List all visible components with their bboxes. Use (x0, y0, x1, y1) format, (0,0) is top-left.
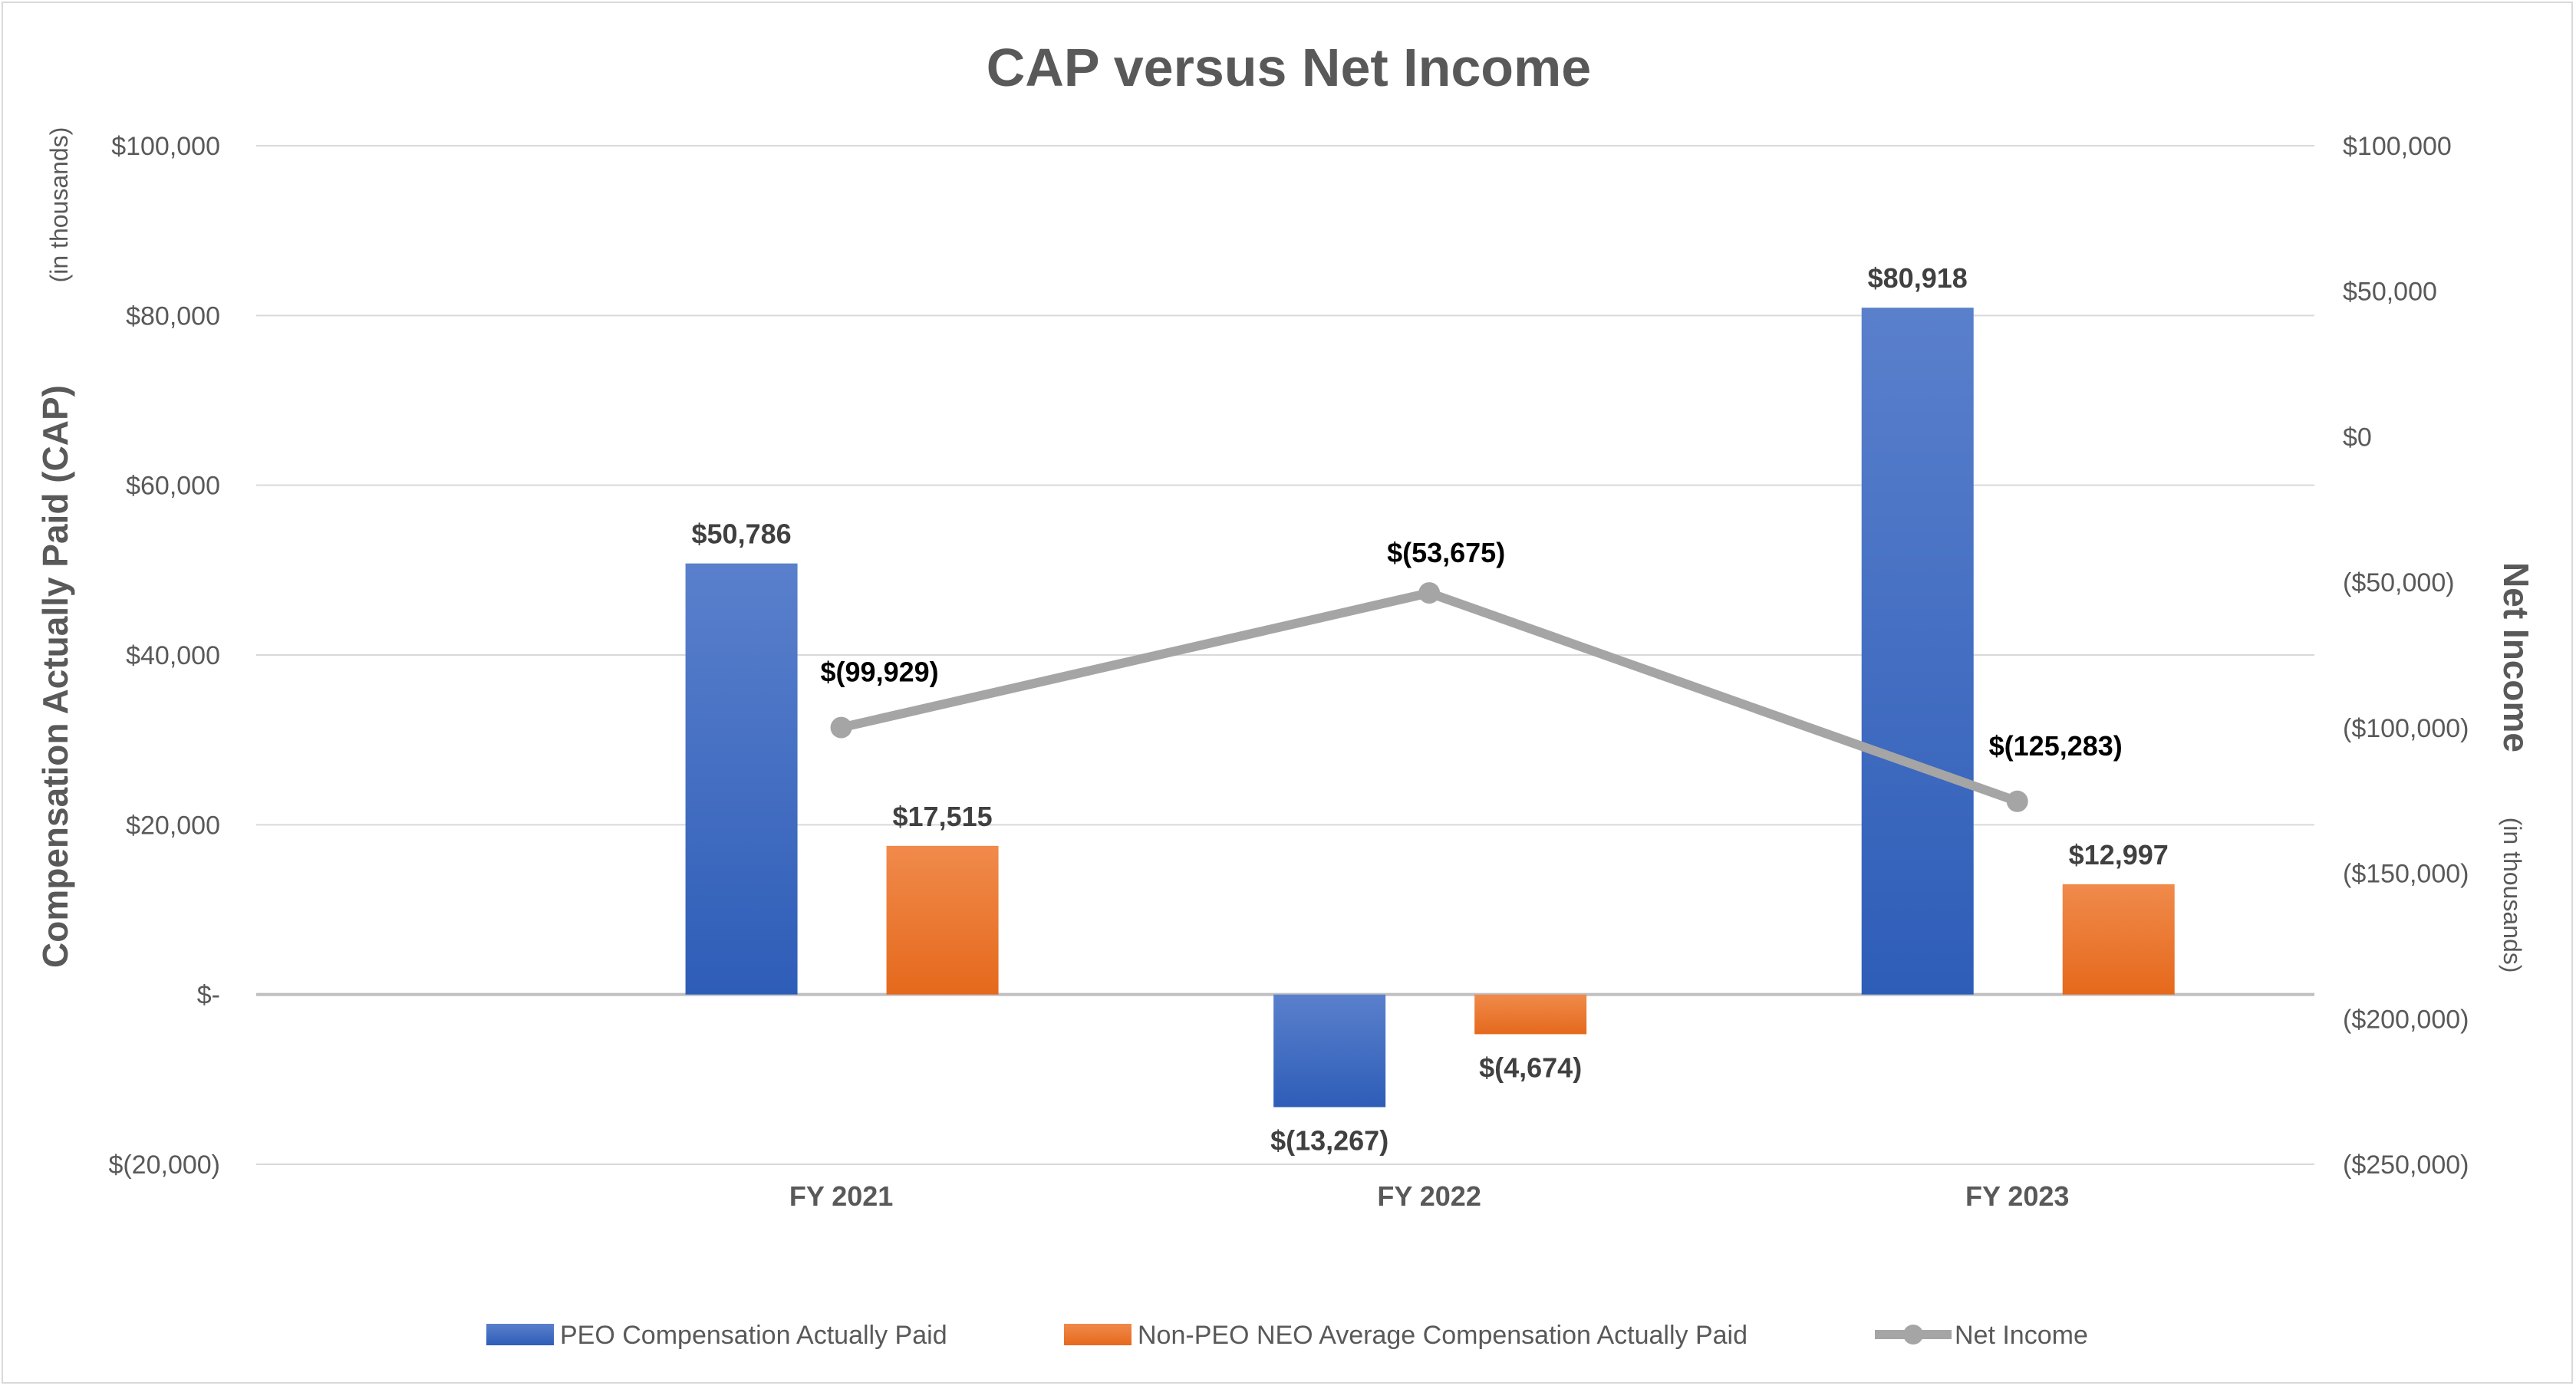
peo-bar (1861, 308, 1974, 995)
y-axis-right-unit: (in thousands) (2499, 818, 2526, 973)
y-right-tick-label: $0 (2343, 423, 2372, 452)
y-right-tick-label: ($250,000) (2343, 1150, 2469, 1180)
peo-bar (685, 563, 798, 995)
x-tick-label: FY 2023 (1965, 1180, 2069, 1212)
data-label: $(13,267) (1270, 1124, 1388, 1156)
y-right-tick-label: ($100,000) (2343, 714, 2469, 743)
chart: CAP versus Net Income $100,000 $80,000 $60… (35, 38, 2536, 1350)
net-income-point (2006, 790, 2028, 812)
y-right-tick-label: ($200,000) (2343, 1005, 2469, 1034)
non-peo-bar (2062, 884, 2175, 995)
net-income-point (1418, 582, 1441, 604)
data-label: $(4,674) (1479, 1052, 1582, 1083)
legend-label: PEO Compensation Actually Paid (560, 1321, 947, 1350)
y-axis-left-unit: (in thousands) (45, 127, 73, 283)
data-label: $80,918 (1868, 262, 1968, 294)
legend: PEO Compensation Actually Paid Non-PEO NE… (486, 1321, 2088, 1350)
net-income-label: $(53,675) (1387, 537, 1505, 568)
legend-swatch-peo (486, 1324, 554, 1345)
data-label: $17,515 (893, 801, 993, 832)
data-label: $50,786 (692, 518, 792, 550)
x-tick-label: FY 2021 (789, 1180, 893, 1212)
net-income-line (840, 588, 2019, 806)
legend-label: Net Income (1955, 1321, 2088, 1350)
y-right-tick-label: ($50,000) (2343, 568, 2455, 597)
net-income-point (830, 716, 852, 739)
y-axis-left-title: Compensation Actually Paid (CAP) (35, 385, 75, 968)
legend-label: Non-PEO NEO Average Compensation Actuall… (1138, 1321, 1748, 1350)
non-peo-bar (1474, 994, 1587, 1035)
y-left-tick-label: $20,000 (126, 811, 220, 840)
peo-bar (1273, 994, 1386, 1108)
y-left-tick-label: $80,000 (126, 301, 220, 331)
net-income-label: $(125,283) (1989, 730, 2123, 762)
y-left-tick-label: $(20,000) (108, 1150, 220, 1180)
y-right-tick-label: $50,000 (2343, 278, 2437, 307)
y-left-tick-label: $60,000 (126, 472, 220, 501)
x-tick-label: FY 2022 (1377, 1180, 1481, 1212)
y-left-tick-label: $100,000 (111, 132, 220, 161)
legend-swatch-non-peo (1064, 1324, 1132, 1345)
y-right-tick-label: $100,000 (2343, 132, 2452, 161)
non-peo-bar (886, 845, 999, 995)
data-label: $12,997 (2069, 839, 2169, 871)
y-right-tick-label: ($150,000) (2343, 860, 2469, 889)
y-left-tick-label: $- (197, 981, 220, 1010)
legend-marker-net-income (1903, 1325, 1923, 1345)
net-income-label: $(99,929) (821, 657, 939, 688)
y-left-tick-label: $40,000 (126, 641, 220, 670)
y-axis-right-title: Net Income (2496, 562, 2536, 752)
chart-title: CAP versus Net Income (987, 38, 1591, 97)
